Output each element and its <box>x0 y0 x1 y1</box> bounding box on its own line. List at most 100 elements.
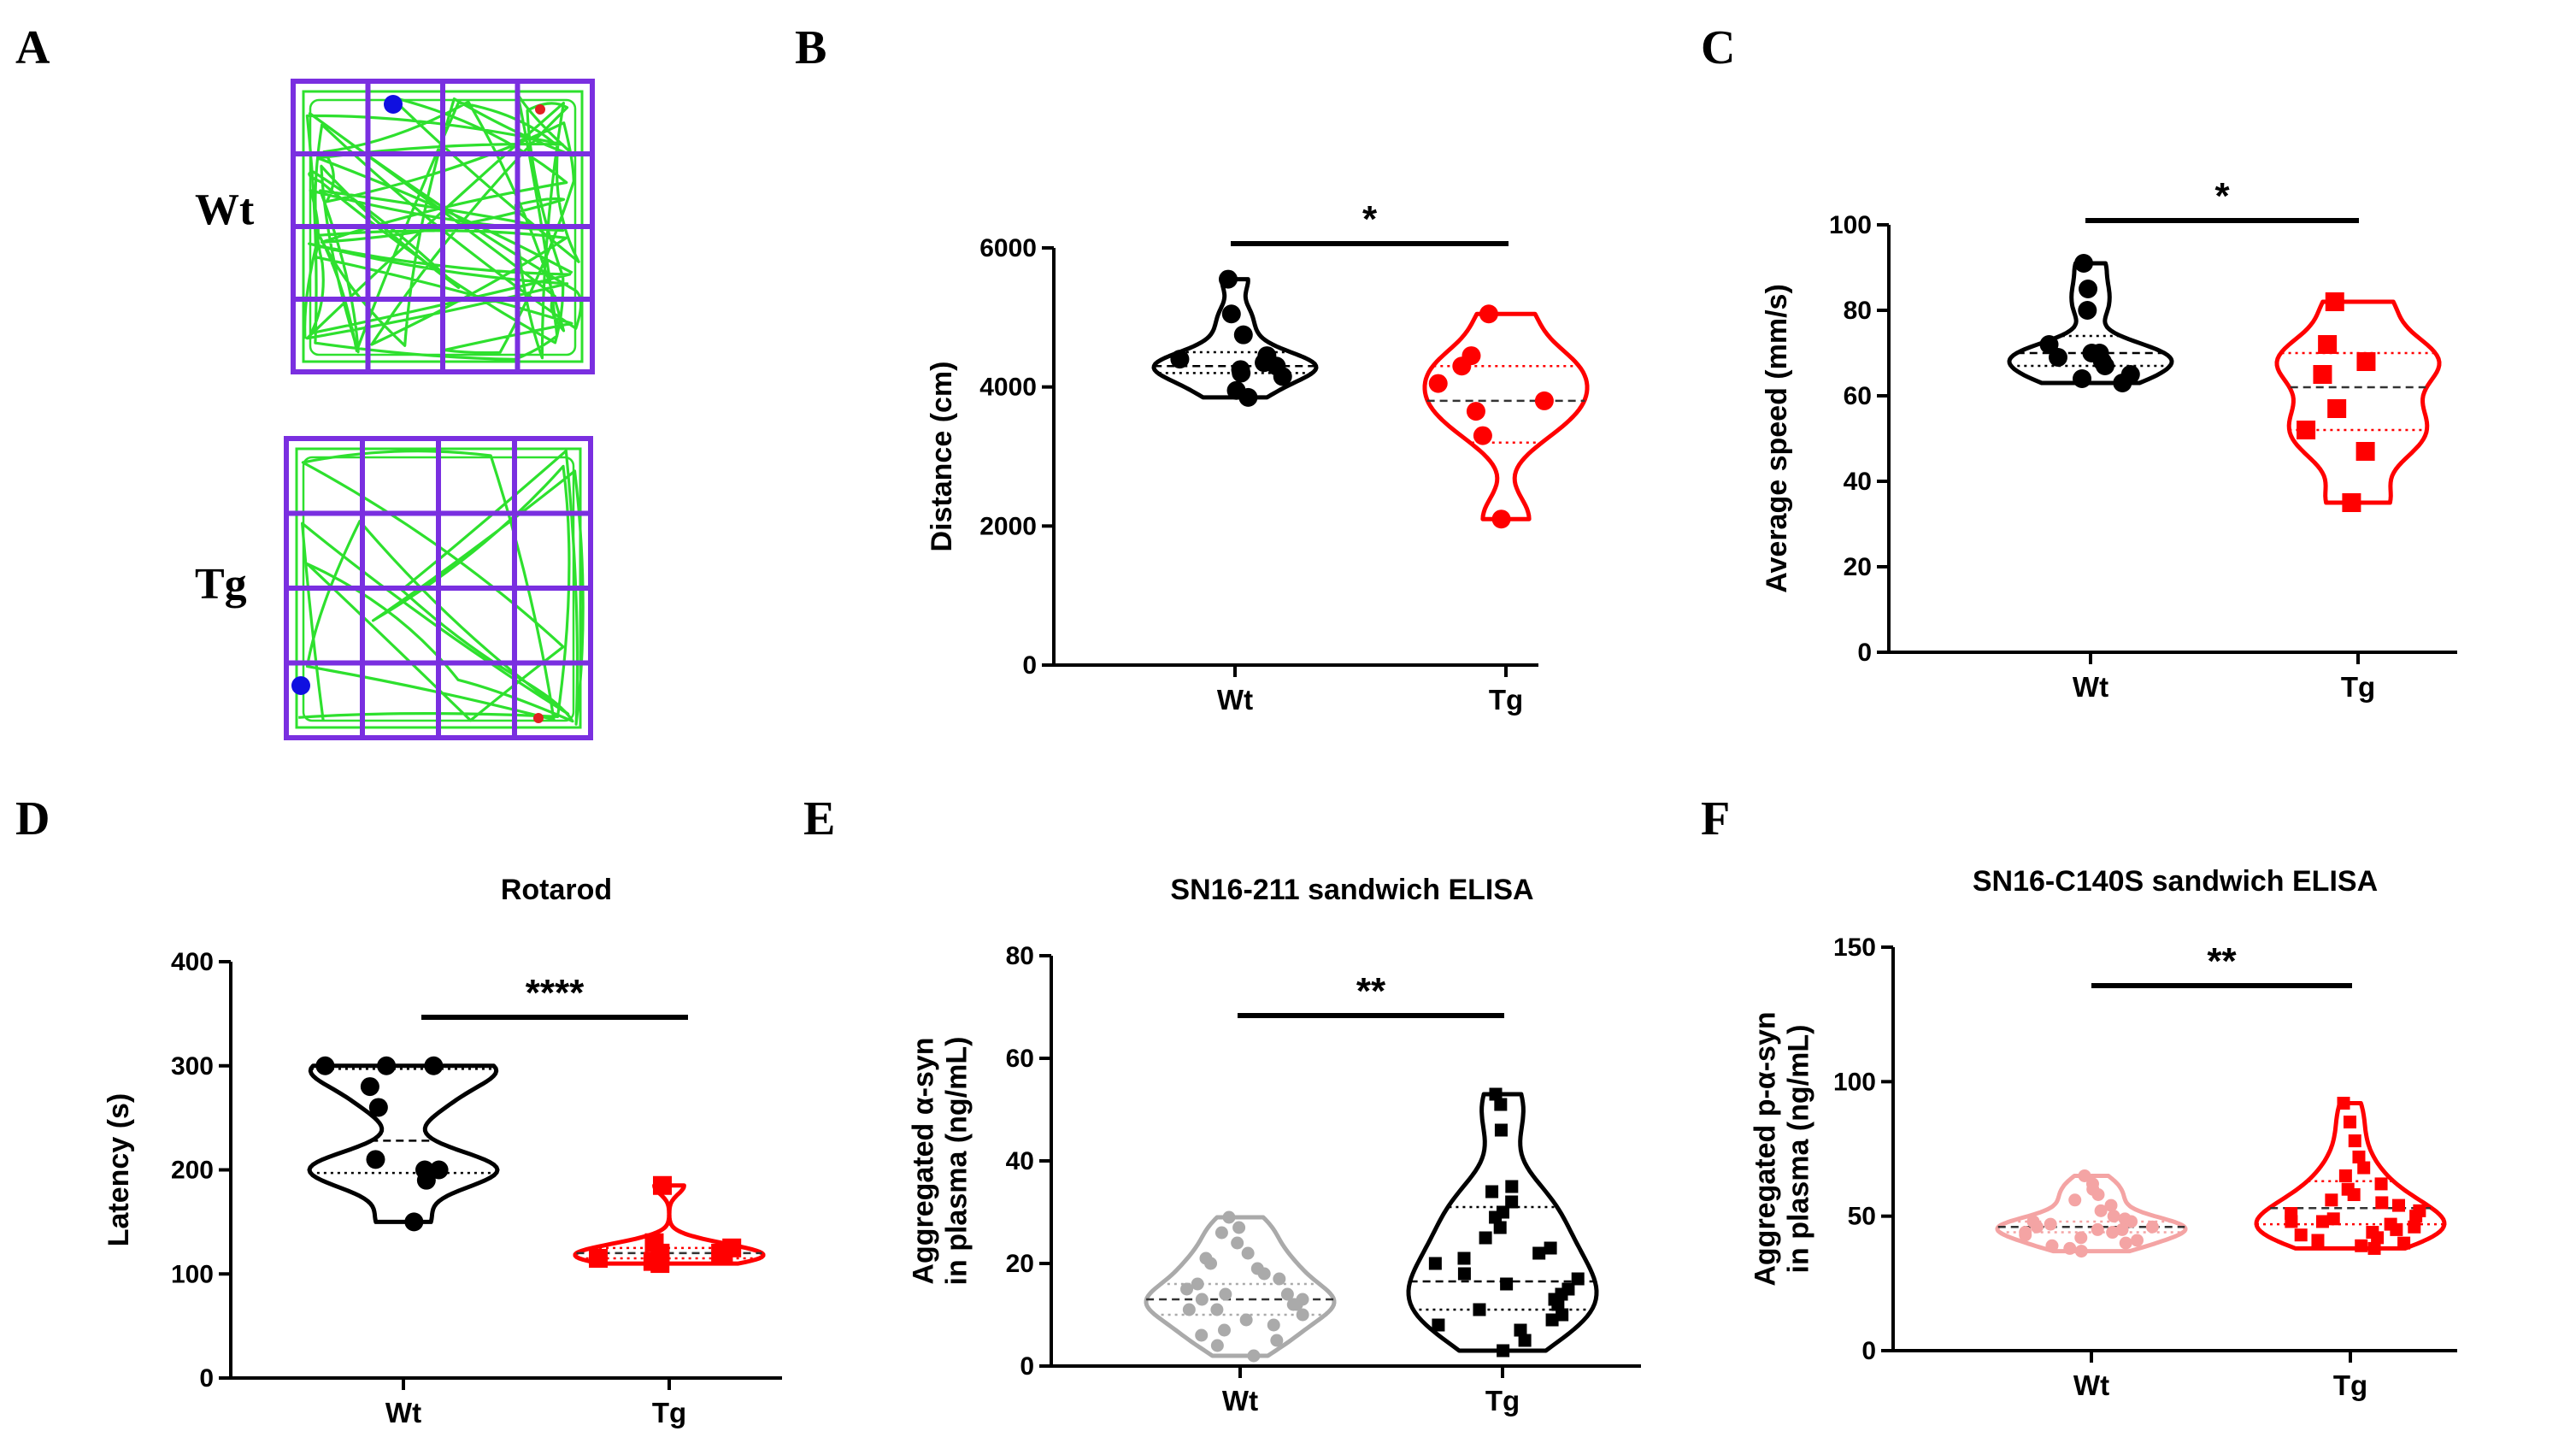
y-axis-label-line: in plasma (ng/mL) <box>940 1037 973 1286</box>
data-point <box>2375 1196 2389 1210</box>
data-point <box>1485 1185 1499 1198</box>
data-point <box>2068 1193 2082 1207</box>
y-tick-label: 80 <box>1844 297 1872 325</box>
data-point <box>2347 1187 2361 1201</box>
data-point <box>1473 1303 1486 1316</box>
data-point <box>2107 1210 2120 1223</box>
y-axis-label: Average speed (mm/s) <box>1761 284 1793 593</box>
panel-label-f: F <box>1701 792 1730 845</box>
y-tick-label: 150 <box>1833 933 1876 962</box>
y-tick-label: 6000 <box>979 234 1037 262</box>
x-tick-label: Tg <box>1485 1385 1520 1416</box>
data-point <box>2367 1241 2381 1255</box>
violin-tg <box>1422 304 1590 529</box>
y-tick-label: 0 <box>1861 1337 1876 1365</box>
y-tick-label: 40 <box>1006 1147 1034 1175</box>
significance-label: * <box>1362 198 1378 240</box>
data-point <box>2104 1198 2118 1212</box>
data-point <box>1239 1313 1253 1327</box>
x-tick-label: Tg <box>2341 671 2375 703</box>
violin-tg <box>573 1175 766 1274</box>
y-tick-label: 60 <box>1844 382 1872 410</box>
data-point <box>1551 1298 1565 1311</box>
end-marker <box>535 104 545 115</box>
data-point <box>2313 365 2332 384</box>
data-point <box>368 1098 388 1117</box>
y-tick-label: 0 <box>1857 639 1872 667</box>
data-point <box>589 1248 609 1268</box>
data-point <box>2355 1239 2368 1252</box>
data-point <box>653 1175 673 1195</box>
y-tick-label: 300 <box>171 1052 214 1081</box>
data-point <box>1452 356 1472 376</box>
data-point <box>1457 1267 1471 1281</box>
data-point <box>1457 1251 1471 1265</box>
violin-tg <box>2274 292 2442 512</box>
data-point <box>2325 1193 2338 1207</box>
data-point <box>1544 1241 1557 1255</box>
chart-distance: 0 2000 4000 6000 Distance (cm) Wt Tg * <box>926 198 1590 716</box>
data-point <box>714 1246 733 1265</box>
data-point <box>1296 1308 1309 1322</box>
chart-title: SN16-211 sandwich ELISA <box>1170 874 1533 906</box>
data-point <box>2095 356 2114 375</box>
chart-title: SN16-C140S sandwich ELISA <box>1973 865 2378 898</box>
violin-tg <box>2254 1097 2447 1255</box>
data-point <box>2371 1231 2385 1245</box>
data-point <box>1505 1180 1519 1193</box>
data-point <box>2030 1220 2044 1234</box>
data-point <box>1494 1123 1508 1137</box>
data-point <box>1219 269 1238 289</box>
data-point <box>1466 402 1485 421</box>
data-point <box>1534 391 1554 410</box>
y-axis-label-line: in plasma (ng/mL) <box>1782 1025 1814 1274</box>
data-point <box>2130 1234 2144 1247</box>
start-marker <box>384 95 403 114</box>
violin-wt <box>307 1056 500 1232</box>
x-tick-label: Wt <box>2073 1369 2109 1401</box>
data-point <box>1493 1221 1507 1234</box>
data-point <box>2326 1212 2340 1226</box>
data-point <box>2348 1134 2361 1148</box>
x-tick-label: Tg <box>652 1397 686 1428</box>
y-tick-label: 100 <box>171 1260 214 1288</box>
data-point <box>2390 1222 2403 1236</box>
data-point <box>650 1254 670 1274</box>
x-tick-label: Wt <box>1217 684 1253 716</box>
data-point <box>2113 374 2132 392</box>
data-point <box>2073 369 2092 388</box>
data-point <box>2342 493 2361 512</box>
x-tick-label: Tg <box>1489 684 1523 716</box>
start-marker <box>291 676 310 695</box>
chart-sn16-211-elisa: 0 20 40 60 80 Aggregated α-synin plasma (ng/m… <box>907 874 1641 1416</box>
data-point <box>1182 1303 1196 1316</box>
data-point <box>2355 442 2375 461</box>
data-point <box>1232 363 1251 383</box>
y-axis-label-line: Aggregated p-α-syn <box>1749 1011 1781 1286</box>
data-point <box>2327 399 2347 418</box>
data-point <box>1545 1313 1559 1327</box>
data-point <box>2343 1116 2356 1129</box>
data-point <box>2119 1236 2132 1250</box>
y-tick-label: 0 <box>1020 1352 1034 1381</box>
data-point <box>1241 1246 1255 1260</box>
data-point <box>2315 1215 2329 1228</box>
violin-outline <box>307 1063 500 1224</box>
data-point <box>429 1160 449 1180</box>
data-point <box>2094 1204 2108 1217</box>
group-label-tg: Tg <box>195 560 247 609</box>
data-point <box>2392 1198 2406 1212</box>
x-tick-label: Wt <box>2073 671 2108 703</box>
data-point <box>2145 1220 2159 1234</box>
data-point <box>1556 1308 1569 1322</box>
data-point <box>1238 387 1258 407</box>
data-point <box>1571 1272 1585 1286</box>
data-point <box>2074 254 2094 273</box>
data-point <box>2115 1222 2129 1236</box>
track-wt <box>303 93 583 361</box>
open-field-panel: Wt Tg <box>195 79 595 740</box>
data-point <box>2297 421 2316 439</box>
y-tick-label: 100 <box>1829 211 1872 239</box>
data-point <box>404 1212 424 1232</box>
data-point <box>1267 1318 1280 1332</box>
